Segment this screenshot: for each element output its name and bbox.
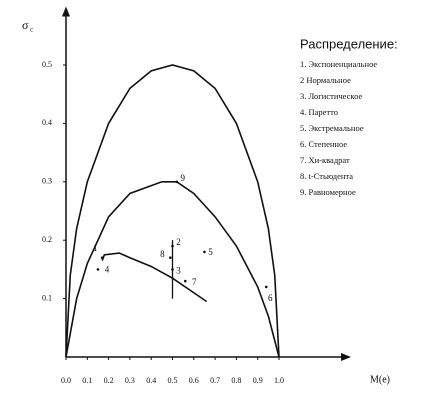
point <box>169 256 172 260</box>
point <box>183 279 187 283</box>
point-label: 5 <box>208 247 213 257</box>
y-tick-label: 0.2 <box>42 235 52 244</box>
y-axis-arrow <box>62 6 70 17</box>
point-label: 6 <box>268 293 273 303</box>
y-tick-label: 0.5 <box>42 60 52 69</box>
x-tick-label: 0.9 <box>253 376 263 385</box>
legend-item: 2 Нормальное <box>300 75 351 85</box>
curve <box>101 252 208 303</box>
legend-title: Распределение: <box>300 36 398 51</box>
point-label: 8 <box>160 249 165 259</box>
y-axis-label: σ <box>22 18 29 32</box>
point-label: 2 <box>176 237 181 247</box>
y-tick-label: 0.1 <box>42 293 52 302</box>
point-label: 4 <box>105 264 110 274</box>
legend-item: 1. Экспоненциальное <box>300 59 377 69</box>
legend-item: 6. Степенное <box>300 139 347 149</box>
y-tick-label: 0.3 <box>42 177 52 186</box>
point <box>171 268 174 271</box>
point-label: 1 <box>93 243 98 253</box>
point <box>264 285 268 289</box>
y-axis-label-sub: c <box>30 26 33 34</box>
legend-item: 3. Логистическое <box>300 91 362 101</box>
x-tick-label: 1.0 <box>274 376 284 385</box>
x-tick-label: 0.0 <box>61 376 71 385</box>
point <box>96 268 100 271</box>
x-tick-label: 0.1 <box>82 376 92 385</box>
point <box>203 250 206 254</box>
x-tick-label: 0.2 <box>104 376 114 385</box>
curve <box>65 64 280 358</box>
x-axis-arrow <box>341 353 352 361</box>
legend-item: 7. Хи-квадрат <box>300 155 350 165</box>
legend-item: 4. Паретто <box>300 107 338 117</box>
point <box>175 180 179 184</box>
x-tick-label: 0.6 <box>189 376 199 385</box>
point <box>171 244 174 248</box>
point <box>100 256 104 260</box>
x-axis-label: M(e) <box>370 374 390 385</box>
x-tick-label: 0.5 <box>168 376 178 385</box>
x-tick-label: 0.3 <box>125 376 135 385</box>
point-label: 9 <box>181 173 186 183</box>
legend-item: 9. Равномерное <box>300 187 356 197</box>
point-label: 3 <box>176 265 181 275</box>
legend-item: 8. t-Стьюдента <box>300 171 353 181</box>
x-tick-label: 0.8 <box>231 376 241 385</box>
legend-item: 5. Экстремальное <box>300 123 364 133</box>
y-tick-label: 0.4 <box>42 118 52 127</box>
x-tick-label: 0.4 <box>146 376 156 385</box>
point-label: 7 <box>192 277 197 287</box>
x-tick-label: 0.7 <box>210 376 220 385</box>
